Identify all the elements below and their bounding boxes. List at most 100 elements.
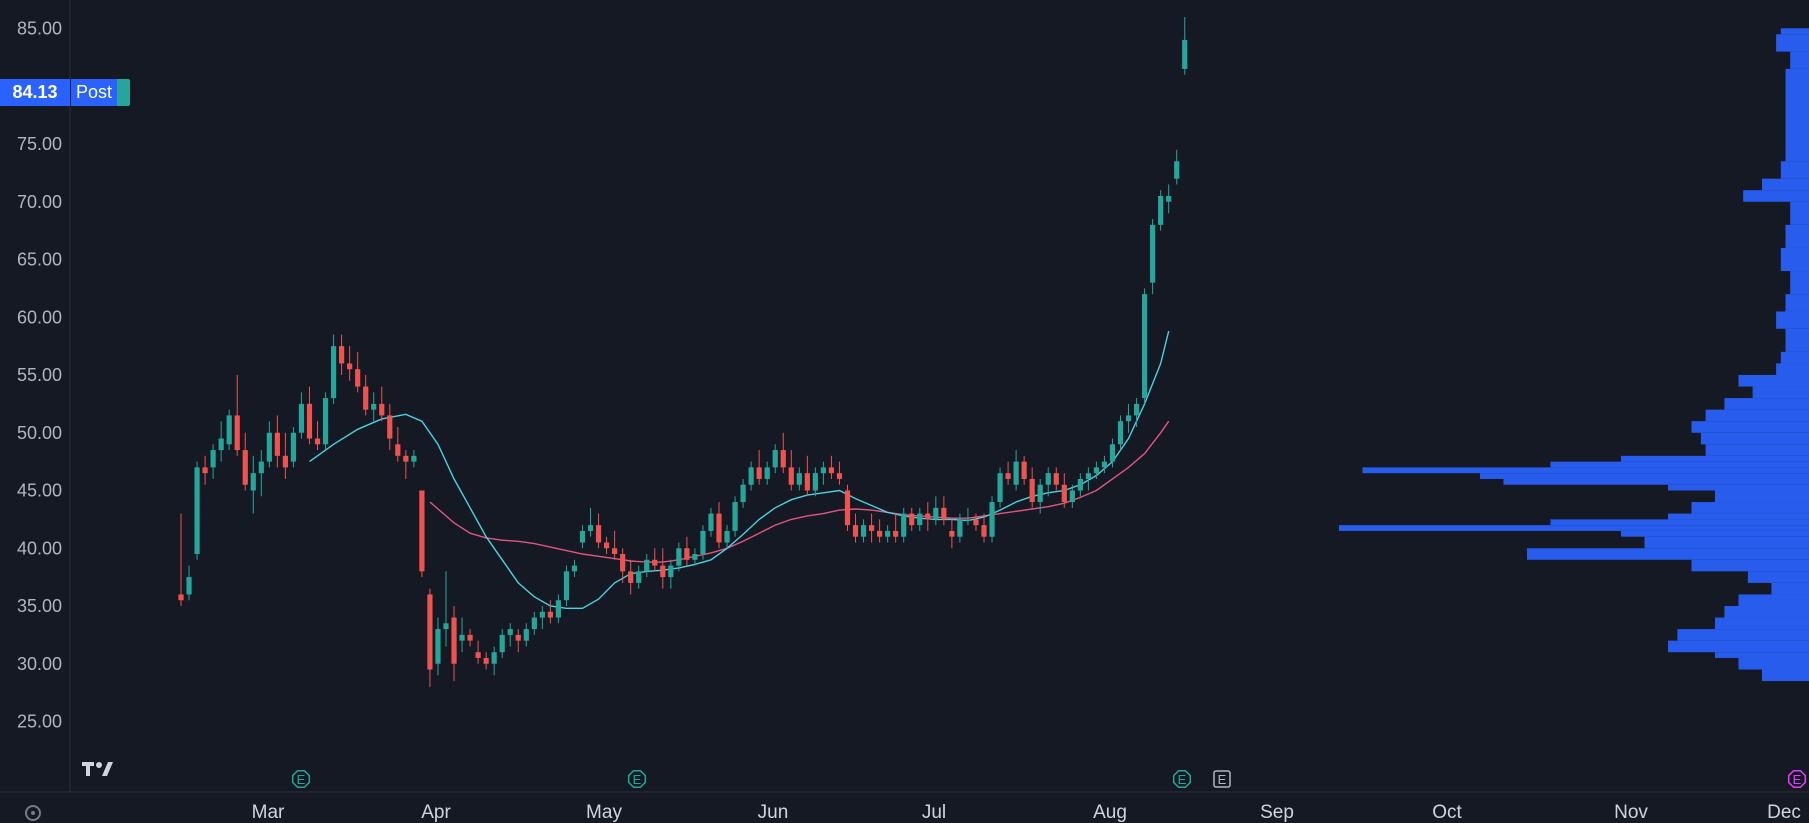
- volume-profile-bar: [1527, 548, 1809, 560]
- candle: [1166, 184, 1172, 214]
- price-tick-label: 85.00: [17, 19, 62, 39]
- candle: [210, 444, 216, 479]
- candle: [178, 513, 184, 606]
- volume-profile-bar: [1668, 484, 1809, 491]
- candle: [202, 455, 208, 485]
- month-tick-label: Nov: [1614, 802, 1648, 823]
- candle: [467, 629, 473, 647]
- candle: [1013, 450, 1019, 491]
- volume-profile-bar: [1752, 386, 1809, 399]
- earnings-marker-label: E: [297, 772, 306, 787]
- chart-settings-icon[interactable]: [25, 805, 41, 821]
- month-tick-label: May: [586, 802, 622, 823]
- candle: [427, 588, 433, 687]
- volume-profile-bar: [1715, 617, 1809, 630]
- earnings-marker[interactable]: E: [627, 769, 647, 789]
- candle: [1077, 473, 1083, 497]
- tradingview-logo-icon[interactable]: [82, 760, 114, 778]
- candle: [1053, 467, 1059, 491]
- moving-average-fast-line: [309, 330, 1170, 609]
- volume-profile-bar: [1785, 68, 1809, 162]
- candle: [860, 519, 867, 543]
- candle: [1142, 288, 1148, 404]
- candle: [836, 461, 843, 485]
- moving-average-slow-line: [429, 420, 1170, 563]
- candle: [314, 421, 321, 451]
- candle: [684, 536, 690, 566]
- candle: [290, 426, 297, 468]
- volume-profile-bar: [1780, 161, 1809, 179]
- candle: [764, 461, 770, 485]
- candle: [925, 502, 931, 531]
- volume-profile-bar: [1700, 432, 1809, 445]
- candle: [451, 606, 457, 682]
- candle: [595, 513, 602, 549]
- candle: [981, 513, 987, 543]
- price-tick-label: 35.00: [17, 596, 62, 616]
- candle: [909, 507, 915, 531]
- candle: [788, 450, 794, 491]
- earnings-marker-label: E: [1218, 772, 1227, 787]
- price-tick-label: 55.00: [17, 365, 62, 385]
- candle: [483, 652, 489, 670]
- price-tick-label: 40.00: [17, 538, 62, 558]
- volume-profile-bar: [1790, 201, 1809, 225]
- candle: [1029, 467, 1035, 508]
- price-tick-label: 60.00: [17, 307, 62, 327]
- month-tick-label: Jul: [922, 802, 946, 823]
- earnings-marker[interactable]: E: [1172, 769, 1192, 789]
- volume-profile-bar: [1724, 398, 1809, 410]
- earnings-marker-label: E: [633, 772, 642, 787]
- candle: [274, 415, 280, 468]
- candle: [644, 554, 650, 578]
- candle: [322, 392, 329, 451]
- candle: [877, 519, 883, 543]
- candle: [531, 611, 537, 635]
- candle: [668, 559, 674, 589]
- candle: [491, 646, 497, 676]
- volume-profile-bar: [1705, 444, 1809, 456]
- candle: [804, 455, 810, 497]
- session-badge: Post: [71, 79, 117, 106]
- candle: [748, 461, 754, 491]
- candle: [997, 467, 1003, 508]
- month-tick-label: Apr: [421, 802, 451, 823]
- candle: [1061, 473, 1067, 508]
- candle: [676, 542, 682, 572]
- candle: [1133, 398, 1140, 427]
- candle: [282, 432, 288, 479]
- volume-profile-bar: [1362, 467, 1809, 474]
- volume-profile-bar: [1621, 530, 1809, 537]
- volume-profile-bar: [1677, 629, 1809, 641]
- candle: [957, 513, 963, 543]
- earnings-marker[interactable]: E: [291, 769, 311, 789]
- volume-profile-bar: [1503, 478, 1809, 485]
- month-tick-label: Mar: [252, 802, 285, 823]
- candle: [917, 507, 923, 531]
- price-tick-label: 45.00: [17, 481, 62, 501]
- candle: [499, 629, 505, 658]
- candle: [652, 548, 658, 572]
- volume-profile-bar: [1691, 502, 1809, 514]
- candle: [660, 548, 666, 589]
- price-tick-label: 25.00: [17, 712, 62, 732]
- candle: [1182, 16, 1188, 75]
- volume-profile-bar: [1743, 190, 1809, 202]
- candle: [475, 640, 481, 664]
- candle: [1085, 467, 1091, 491]
- candle: [403, 450, 409, 479]
- time-axis-panel: [0, 792, 1809, 823]
- month-tick-label: Dec: [1767, 802, 1801, 823]
- volume-profile-bar: [1776, 363, 1809, 375]
- candle: [796, 467, 802, 491]
- volume-profile-bar: [1790, 51, 1809, 69]
- earnings-marker[interactable]: E: [1213, 770, 1231, 788]
- month-tick-label: Jun: [758, 802, 789, 823]
- candle: [371, 392, 377, 422]
- earnings-marker[interactable]: E: [1787, 769, 1807, 789]
- candle: [1174, 149, 1180, 185]
- candle: [1158, 190, 1164, 231]
- candle: [539, 606, 545, 630]
